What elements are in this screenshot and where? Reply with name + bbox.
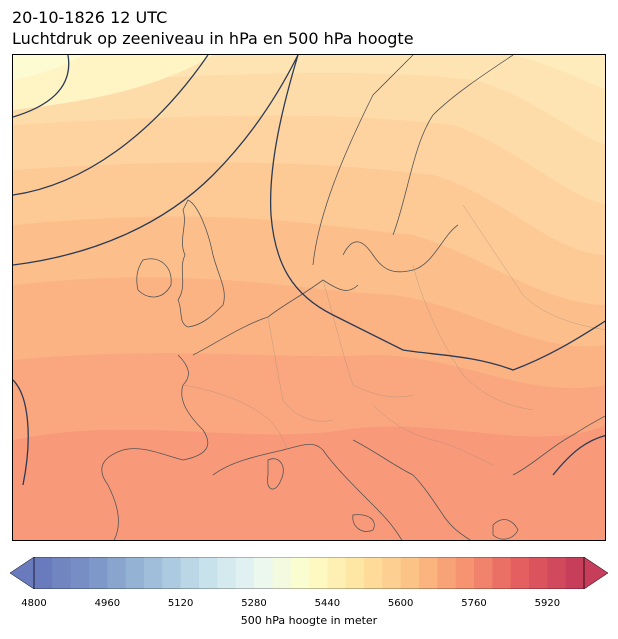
colorbar-segment <box>180 557 200 589</box>
colorbar <box>10 557 608 589</box>
colorbar-segment <box>364 557 383 589</box>
coast-ireland <box>136 258 172 298</box>
isobar-southwest <box>13 379 29 486</box>
isobar-central <box>269 55 605 371</box>
colorbar-segment <box>510 557 530 589</box>
height-bands <box>13 55 605 540</box>
coast-north-sea <box>192 279 359 356</box>
colorbar-segment <box>327 557 347 589</box>
colorbar-segments <box>34 557 585 589</box>
colorbar-tick-label: 4800 <box>21 598 47 609</box>
border-baltic-states <box>462 204 605 330</box>
colorbar-segment <box>474 557 493 589</box>
colorbar-segment <box>455 557 475 589</box>
colorbar-tick-label: 4960 <box>94 598 121 609</box>
colorbar-tick-label: 5280 <box>241 598 267 609</box>
colorbar-segment <box>52 557 72 589</box>
colorbar-segment <box>107 557 127 589</box>
border-france-south <box>182 384 289 451</box>
coast-italy <box>212 443 403 540</box>
colorbar-segment <box>34 557 53 589</box>
colorbar-outline <box>33 557 585 589</box>
country-borders <box>182 204 605 466</box>
isobar-north-1 <box>13 55 209 196</box>
height-band-5520-east <box>13 55 605 90</box>
colorbar-segment <box>125 557 145 589</box>
coast-black-sea <box>512 415 605 476</box>
colorbar-label: 500 hPa hoogte in meter <box>240 614 378 627</box>
border-balkans <box>372 404 494 466</box>
map-canvas <box>13 55 605 540</box>
colorbar-segment <box>547 557 567 589</box>
coast-france-atlantic <box>122 354 209 461</box>
weather-map <box>12 54 606 541</box>
border-central-europe <box>322 279 414 398</box>
colorbar-segment <box>144 557 163 589</box>
coast-baltic <box>342 224 459 273</box>
border-east-europe <box>412 264 534 411</box>
colorbar-segment <box>419 557 438 589</box>
colorbar-segment <box>254 557 273 589</box>
map-title-date: 20-10-1826 12 UTC <box>12 8 168 27</box>
colorbar-segment <box>437 557 457 589</box>
colorbar-segment <box>309 557 328 589</box>
colorbar-segment <box>70 557 90 589</box>
coastlines <box>101 55 605 540</box>
colorbar-extend-low <box>10 557 35 589</box>
coast-greece <box>492 519 519 540</box>
colorbar-extend-high <box>583 557 608 589</box>
colorbar-tick-label: 5440 <box>314 598 341 609</box>
colorbar-tick-label: 5120 <box>167 598 194 609</box>
isobars <box>13 55 605 486</box>
colorbar-segment <box>529 557 548 589</box>
coast-iberia-west <box>101 449 124 540</box>
coast-corsica-sardinia <box>267 458 284 490</box>
border-west-europe <box>267 316 334 422</box>
colorbar-segment <box>199 557 218 589</box>
height-band-5480 <box>13 55 213 110</box>
isobar-northwest <box>13 55 70 118</box>
height-band-5440 <box>13 55 83 80</box>
height-band-5600 <box>13 55 605 205</box>
colorbar-segment <box>492 557 512 589</box>
colorbar-segment <box>272 557 292 589</box>
colorbar-segment <box>565 557 585 589</box>
colorbar-segment <box>345 557 365 589</box>
coast-sicily <box>352 514 375 532</box>
isobar-north-2 <box>13 55 299 266</box>
colorbar-tick-label: 5920 <box>534 598 561 609</box>
map-title-description: Luchtdruk op zeeniveau in hPa en 500 hPa… <box>12 29 414 48</box>
colorbar-segment <box>382 557 402 589</box>
colorbar-segment <box>89 557 108 589</box>
colorbar-segment <box>235 557 255 589</box>
colorbar-tick-label: 5600 <box>387 598 414 609</box>
colorbar-segment <box>400 557 420 589</box>
colorbar-tick-label: 5760 <box>461 598 487 609</box>
coast-adriatic <box>352 439 471 540</box>
colorbar-segment <box>217 557 237 589</box>
isobar-southeast <box>552 434 605 476</box>
height-band-5560 <box>13 55 605 145</box>
colorbar-segment <box>162 557 182 589</box>
coast-great-britain <box>177 199 225 328</box>
coast-scandinavia <box>312 55 514 266</box>
colorbar-segment <box>290 557 310 589</box>
